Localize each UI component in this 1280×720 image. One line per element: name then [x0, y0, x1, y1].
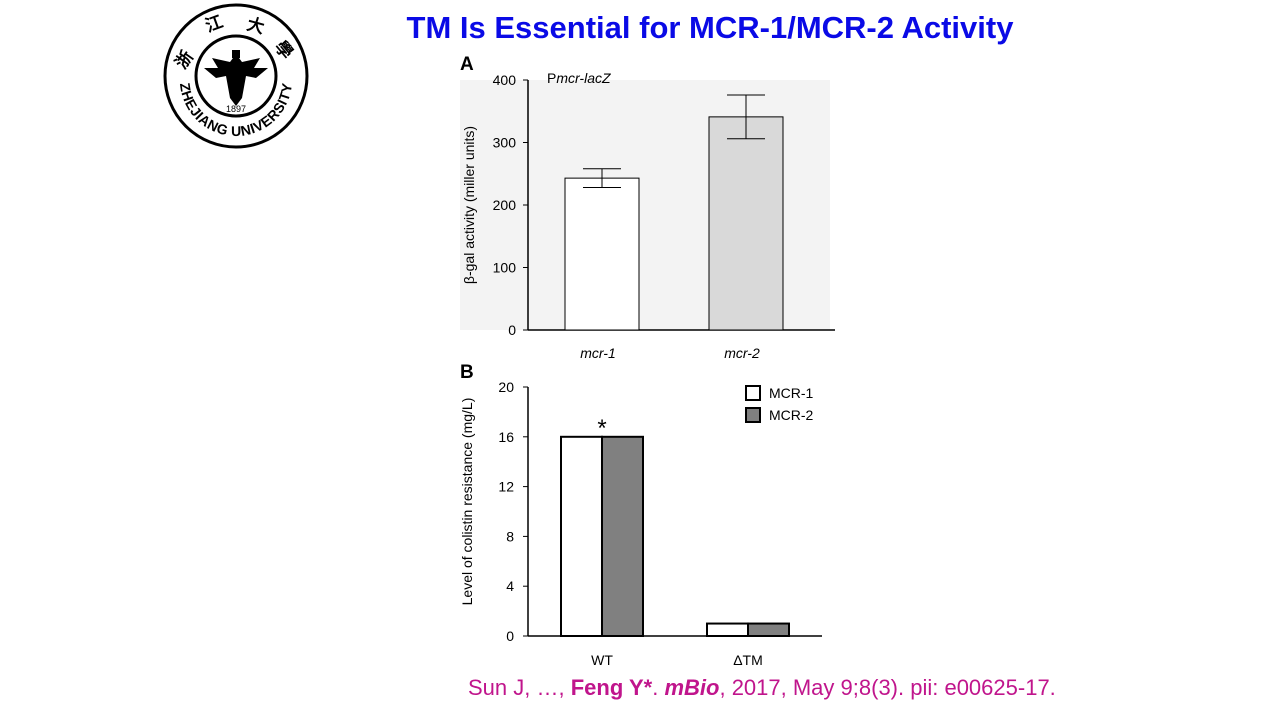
panel-a-y-tick-label: 0 — [508, 322, 516, 338]
panel-b-x-tick-label: ΔTM — [733, 652, 763, 668]
citation-details: , 2017, May 9;8(3). pii: e00625-17. — [719, 675, 1056, 700]
panel-b-bar-mcr-1-1 — [706, 622, 749, 637]
svg-text:大: 大 — [245, 14, 267, 38]
panel-b-bar-mcr-1-0 — [560, 435, 603, 637]
citation-corresponding-author: Feng Y* — [570, 675, 653, 700]
panel-a-x-tick-label: mcr-1 — [580, 345, 616, 361]
svg-text:江: 江 — [203, 12, 225, 36]
slide-title: TM Is Essential for MCR-1/MCR-2 Activity — [406, 10, 1014, 45]
zhejiang-university-logo: 浙 江 大 學 1897 ZHEJIANG UNIVERSITY — [163, 3, 309, 149]
panel-b-legend-label: MCR-2 — [769, 407, 814, 423]
panel-b-y-tick-label: 12 — [498, 479, 514, 495]
panel-a-annotation: Pmcr-lacZ — [547, 70, 611, 86]
panel-b-significance-marker: * — [597, 415, 606, 442]
panel-b-label: B — [460, 362, 474, 383]
panel-a-bar-mcr-2 — [708, 116, 784, 331]
panel-a-y-tick-label: 200 — [493, 197, 517, 213]
panel-b-y-tick-label: 20 — [498, 379, 514, 395]
panel-b-y-tick-label: 4 — [506, 578, 514, 594]
citation-journal: mBio — [664, 675, 720, 700]
panel-b-bar-mcr-2-0 — [601, 435, 644, 637]
panel-a-y-axis-label: β-gal activity (miller units) — [461, 126, 477, 284]
panel-a-bar-mcr-1 — [564, 177, 640, 331]
panel-b-y-tick-label: 16 — [498, 429, 514, 445]
panel-b-legend-swatch — [745, 407, 761, 423]
panel-b-legend-swatch — [745, 385, 761, 401]
panel-b-x-tick-label: WT — [591, 652, 613, 668]
panel-b-y-axis-label: Level of colistin resistance (mg/L) — [459, 398, 475, 606]
citation: Sun J, …, Feng Y*. mBio, 2017, May 9;8(3… — [468, 675, 1056, 701]
citation-authors: Sun J, …, — [468, 675, 571, 700]
citation-separator: . — [652, 675, 665, 700]
panel-a-y-tick-label: 100 — [493, 260, 517, 276]
panel-b-y-tick-label: 8 — [506, 528, 514, 544]
panel-a-y-tick-label: 400 — [493, 72, 517, 88]
panel-a-x-tick-label: mcr-2 — [724, 345, 760, 361]
panel-a-y-tick-label: 300 — [493, 135, 517, 151]
panel-b-legend-label: MCR-1 — [769, 385, 814, 401]
panel-a-label: A — [460, 54, 474, 75]
panel-b-y-tick-label: 0 — [506, 628, 514, 644]
svg-text:1897: 1897 — [226, 104, 246, 114]
panel-b-bar-mcr-2-1 — [747, 622, 790, 637]
